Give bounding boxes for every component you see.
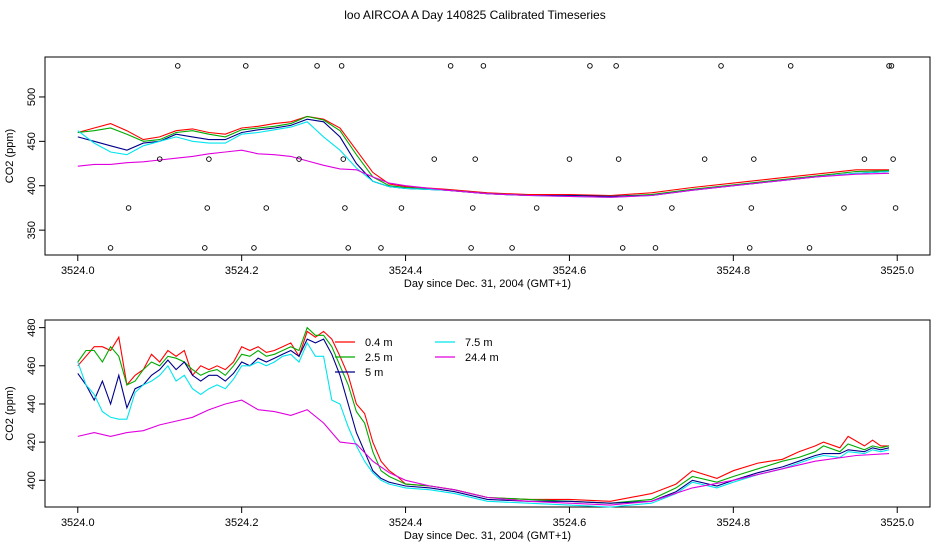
plot-frame: [44, 56, 931, 256]
y-tick-label: 480: [26, 318, 38, 336]
x-axis-label: Day since Dec. 31, 2004 (GMT+1): [404, 278, 571, 290]
data-point-marker: [613, 63, 619, 69]
data-point-marker: [533, 205, 540, 211]
data-point-marker: [202, 245, 208, 251]
y-axis-label: CO2 (ppm): [4, 129, 16, 183]
series-line-5-m: [77, 338, 890, 504]
data-point-marker: [378, 245, 384, 251]
y-tick-label: 420: [26, 433, 38, 451]
data-point-marker: [566, 156, 573, 162]
y-tick-label: 350: [26, 221, 38, 239]
legend-label: 0.4 m: [365, 337, 393, 349]
data-point-marker: [806, 245, 813, 251]
data-point-marker: [470, 205, 476, 211]
y-tick-label: 500: [26, 88, 38, 106]
data-point-marker: [174, 63, 181, 69]
data-point-marker: [447, 63, 454, 69]
series-line-2-5-m: [77, 326, 890, 504]
data-point-marker: [263, 205, 270, 211]
data-point-marker: [107, 245, 114, 251]
series-line-2-5-m: [77, 115, 890, 197]
data-point-marker: [431, 156, 437, 162]
x-tick-label: 3524.4: [389, 265, 423, 277]
data-point-marker: [746, 245, 753, 251]
series-line-7-5-m: [77, 341, 890, 508]
legend-label: 2.5 m: [365, 352, 393, 364]
y-tick-label: 460: [26, 357, 38, 375]
legend-label: 5 m: [365, 367, 383, 379]
data-point-marker: [886, 63, 892, 69]
data-point-marker: [340, 156, 347, 162]
x-axis-label: Day since Dec. 31, 2004 (GMT+1): [404, 530, 571, 542]
y-tick-label: 400: [26, 177, 38, 195]
y-tick-label: 450: [26, 132, 38, 150]
x-tick-label: 3524.2: [225, 265, 259, 277]
x-tick-label: 3524.0: [61, 265, 95, 277]
series-line-24-4-m: [77, 399, 890, 506]
data-point-marker: [345, 245, 351, 251]
series-line-0-4-m: [77, 115, 889, 197]
data-point-marker: [861, 156, 868, 162]
y-tick-label: 440: [26, 395, 38, 413]
data-point-marker: [398, 205, 405, 211]
data-point-marker: [509, 245, 515, 251]
x-tick-label: 3524.0: [61, 517, 95, 529]
legend-label: 24.4 m: [465, 352, 499, 364]
x-tick-label: 3524.4: [389, 517, 423, 529]
data-point-marker: [890, 156, 896, 162]
series-line-7-5-m: [77, 121, 890, 198]
data-point-marker: [587, 63, 593, 69]
data-point-marker: [314, 63, 320, 69]
x-tick-label: 3524.6: [553, 517, 587, 529]
data-point-marker: [472, 156, 478, 162]
series-line-0-4-m: [77, 330, 889, 502]
data-point-marker: [338, 63, 345, 69]
data-point-marker: [751, 156, 757, 162]
data-point-marker: [204, 205, 210, 211]
data-point-marker: [617, 205, 624, 211]
plot-panel-2: 3524.0 3524.2 3524.4 3524.6 3524.8 3525.0 400 4…: [4, 318, 931, 542]
y-tick-label: 400: [26, 471, 38, 489]
legend: 0.4 m 2.5 m 5 m 7.5 m 24.4 m: [335, 337, 499, 379]
page-title: loo AIRCOA A Day 140825 Calibrated Times…: [344, 8, 606, 22]
x-tick-label: 3524.6: [553, 265, 587, 277]
data-point-marker: [342, 205, 348, 211]
data-point-marker: [787, 63, 794, 69]
x-tick-label: 3524.8: [717, 265, 751, 277]
series-line-24-4-m: [77, 149, 890, 198]
data-point-marker: [251, 245, 257, 251]
data-point-marker: [888, 63, 895, 69]
plot-frame: [44, 319, 931, 508]
data-point-marker: [243, 63, 249, 69]
data-point-marker: [701, 156, 708, 162]
x-tick-label: 3525.0: [880, 517, 914, 529]
data-point-marker: [652, 245, 659, 251]
y-axis-label: CO2 (ppm): [4, 386, 16, 440]
legend-label: 7.5 m: [465, 337, 493, 349]
data-point-marker: [841, 205, 847, 211]
data-point-marker: [892, 205, 899, 211]
data-point-marker: [615, 156, 622, 162]
data-point-marker: [206, 156, 212, 162]
data-point-marker: [156, 156, 163, 162]
data-point-marker: [480, 63, 487, 69]
x-tick-label: 3524.8: [717, 517, 751, 529]
data-point-marker: [468, 245, 474, 251]
data-point-marker: [669, 205, 675, 211]
data-point-marker: [718, 63, 724, 69]
x-tick-label: 3524.2: [225, 517, 259, 529]
data-point-marker: [125, 205, 132, 211]
data-point-marker: [619, 245, 626, 251]
data-point-marker: [296, 156, 302, 162]
data-point-marker: [748, 205, 755, 211]
x-tick-label: 3525.0: [880, 265, 914, 277]
plot-panel-1: 3524.0 3524.2 3524.4 3524.6 3524.8 3525.0 350 4…: [4, 56, 931, 290]
